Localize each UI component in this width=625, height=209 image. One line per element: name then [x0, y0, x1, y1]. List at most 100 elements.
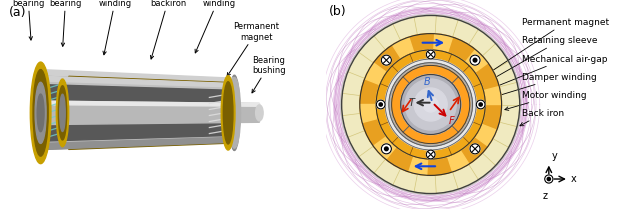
Wedge shape [374, 137, 396, 159]
Circle shape [379, 103, 382, 106]
Ellipse shape [223, 82, 233, 144]
Text: T: T [409, 98, 415, 108]
Polygon shape [41, 76, 234, 88]
Wedge shape [451, 39, 472, 60]
Ellipse shape [229, 75, 240, 150]
Circle shape [360, 34, 502, 175]
Ellipse shape [30, 62, 51, 164]
Ellipse shape [256, 105, 263, 121]
Wedge shape [409, 157, 428, 175]
Wedge shape [392, 38, 414, 58]
Polygon shape [69, 83, 225, 143]
Wedge shape [483, 108, 501, 126]
Circle shape [389, 63, 472, 146]
Wedge shape [431, 158, 449, 175]
Circle shape [548, 177, 551, 181]
Circle shape [376, 100, 385, 109]
Circle shape [470, 144, 480, 154]
Ellipse shape [56, 79, 69, 147]
Text: Axial
bearing: Axial bearing [12, 0, 44, 40]
Ellipse shape [231, 85, 238, 141]
Text: Journal
bearing: Journal bearing [49, 0, 82, 46]
Wedge shape [466, 50, 488, 72]
Text: Mechanical air-gap: Mechanical air-gap [479, 55, 607, 94]
Polygon shape [69, 79, 225, 147]
Wedge shape [412, 34, 431, 51]
Circle shape [341, 15, 521, 194]
Circle shape [426, 150, 435, 159]
Wedge shape [484, 87, 501, 104]
Wedge shape [364, 121, 384, 143]
Circle shape [392, 65, 470, 144]
Ellipse shape [33, 70, 48, 156]
Circle shape [473, 58, 477, 62]
Wedge shape [361, 83, 378, 101]
Wedge shape [360, 104, 378, 122]
Text: Stator
backiron: Stator backiron [151, 0, 187, 59]
Polygon shape [78, 132, 213, 140]
Polygon shape [41, 82, 234, 143]
Text: (a): (a) [9, 6, 27, 19]
Text: Permanent
magnet: Permanent magnet [227, 22, 279, 76]
Circle shape [376, 50, 485, 159]
Text: Retaining sleeve: Retaining sleeve [474, 36, 597, 90]
Ellipse shape [221, 76, 235, 150]
Polygon shape [44, 85, 231, 141]
Polygon shape [41, 70, 234, 84]
Circle shape [401, 75, 461, 134]
Text: Damper winding: Damper winding [489, 73, 596, 99]
Circle shape [376, 50, 485, 159]
Wedge shape [389, 149, 411, 170]
Text: Bearing
bushing: Bearing bushing [252, 56, 286, 93]
Circle shape [384, 147, 388, 151]
Circle shape [360, 34, 502, 175]
Circle shape [405, 79, 456, 130]
Circle shape [470, 55, 480, 65]
Text: y: y [551, 151, 558, 161]
Ellipse shape [228, 78, 241, 148]
Circle shape [479, 103, 482, 106]
Wedge shape [448, 151, 469, 171]
Polygon shape [69, 76, 225, 88]
Text: Damper
winding: Damper winding [99, 0, 132, 55]
Text: z: z [542, 191, 548, 201]
Ellipse shape [35, 82, 46, 143]
Circle shape [414, 88, 447, 121]
Polygon shape [41, 137, 234, 150]
Text: (b): (b) [329, 5, 346, 18]
Polygon shape [78, 86, 213, 94]
Text: F: F [449, 116, 454, 126]
Ellipse shape [38, 94, 44, 132]
Polygon shape [41, 101, 259, 106]
Text: Motor
winding: Motor winding [195, 0, 235, 53]
Ellipse shape [60, 94, 65, 131]
Wedge shape [475, 124, 496, 146]
Circle shape [392, 65, 470, 144]
Circle shape [423, 97, 438, 112]
Ellipse shape [58, 86, 67, 140]
Text: Motor winding: Motor winding [505, 91, 586, 110]
Polygon shape [69, 81, 225, 145]
Polygon shape [41, 113, 234, 150]
Polygon shape [41, 76, 234, 113]
Text: Back iron: Back iron [520, 109, 564, 126]
Polygon shape [41, 101, 259, 125]
Circle shape [545, 175, 553, 183]
Circle shape [342, 15, 520, 194]
Text: Permanent magnet: Permanent magnet [469, 18, 609, 86]
Polygon shape [78, 91, 213, 135]
Wedge shape [365, 63, 386, 85]
Wedge shape [463, 139, 485, 162]
Circle shape [389, 63, 472, 146]
Wedge shape [434, 34, 452, 52]
Text: B: B [423, 77, 430, 87]
Polygon shape [69, 138, 225, 149]
Circle shape [385, 59, 476, 150]
Circle shape [381, 55, 391, 65]
Circle shape [476, 100, 485, 109]
Circle shape [426, 50, 435, 59]
Circle shape [381, 144, 391, 154]
Circle shape [401, 75, 461, 134]
Wedge shape [477, 66, 498, 88]
Wedge shape [376, 47, 398, 70]
